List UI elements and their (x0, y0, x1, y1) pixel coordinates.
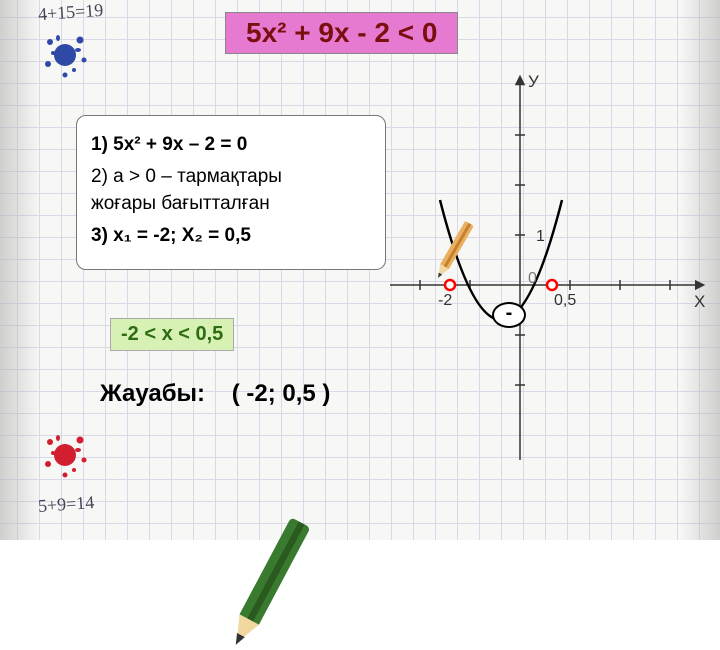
corner-equation-bottom: 5+9=14 (37, 492, 95, 517)
minus-badge-text: - (506, 302, 513, 324)
y-axis-label: У (528, 72, 539, 92)
solution-interval-text: -2 < x < 0,5 (121, 323, 223, 345)
x-root-left-label: -2 (438, 292, 452, 310)
inequality-title: 5x² + 9x - 2 < 0 (225, 12, 458, 54)
ink-splat-blue (40, 30, 90, 80)
step-2b: жоғары бағытталған (91, 191, 371, 217)
step-1: 1) 5x² + 9x – 2 = 0 (91, 132, 371, 158)
solution-interval: -2 < x < 0,5 (110, 318, 234, 351)
ink-splat-red (40, 430, 90, 480)
root-marker-right (547, 280, 557, 290)
step-3: 3) x₁ = -2; X₂ = 0,5 (91, 223, 371, 249)
root-marker-left (445, 280, 455, 290)
origin-label: 0 (528, 270, 537, 288)
chart-svg (380, 70, 710, 470)
x-root-right-label: 0,5 (554, 292, 576, 310)
x-axis-label: Х (694, 292, 705, 312)
answer-value: ( -2; 0,5 ) (232, 380, 331, 407)
answer-line: Жауабы: ( -2; 0,5 ) (100, 380, 330, 408)
solution-steps-box: 1) 5x² + 9x – 2 = 0 2) a > 0 – тармақтар… (76, 115, 386, 270)
minus-region-badge: - (492, 302, 526, 328)
y-tick-1-label: 1 (536, 228, 545, 246)
parabola-curve (440, 200, 562, 320)
parabola-chart: У Х 0 1 -2 0,5 - (380, 70, 710, 470)
step-2a: 2) a > 0 – тармақтары (91, 164, 371, 190)
answer-label: Жауабы: (100, 380, 205, 407)
inequality-title-text: 5x² + 9x - 2 < 0 (246, 17, 437, 48)
